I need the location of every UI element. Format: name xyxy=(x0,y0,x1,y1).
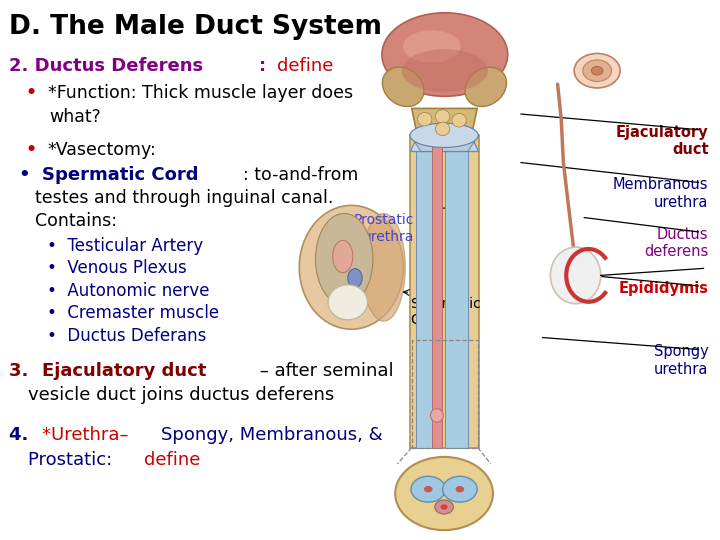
Circle shape xyxy=(435,500,454,514)
Text: define: define xyxy=(276,57,333,75)
Text: : to-and-from: : to-and-from xyxy=(243,166,359,184)
Ellipse shape xyxy=(348,269,362,287)
Text: Membranous
urethra: Membranous urethra xyxy=(613,177,708,210)
Text: Spongy
urethra: Spongy urethra xyxy=(654,345,708,377)
Text: Epididymis: Epididymis xyxy=(618,281,708,296)
Polygon shape xyxy=(410,137,479,152)
Text: – after seminal: – after seminal xyxy=(254,362,394,380)
Ellipse shape xyxy=(431,409,444,422)
Text: •  Autonomic nerve: • Autonomic nerve xyxy=(48,282,210,300)
Circle shape xyxy=(582,60,611,82)
Text: •  Ductus Deferans: • Ductus Deferans xyxy=(48,327,207,345)
Text: testes and through inguinal canal.: testes and through inguinal canal. xyxy=(35,189,333,207)
Ellipse shape xyxy=(382,67,424,106)
Polygon shape xyxy=(410,136,479,152)
Text: Contains:: Contains: xyxy=(35,212,117,231)
Text: Ejaculatory
duct: Ejaculatory duct xyxy=(616,125,708,157)
Text: D. The Male Duct System: D. The Male Duct System xyxy=(9,14,382,40)
Text: *Vasectomy:: *Vasectomy: xyxy=(48,141,157,159)
Text: •  Cremaster muscle: • Cremaster muscle xyxy=(48,305,220,322)
Text: what?: what? xyxy=(50,109,102,126)
Ellipse shape xyxy=(436,110,450,123)
Circle shape xyxy=(395,457,493,530)
Ellipse shape xyxy=(382,13,508,96)
Text: :: : xyxy=(259,57,273,75)
Text: Prostatic:: Prostatic: xyxy=(28,451,118,469)
Ellipse shape xyxy=(418,112,432,126)
Text: Ejaculatory duct: Ejaculatory duct xyxy=(42,362,207,380)
Text: *Urethra–: *Urethra– xyxy=(42,426,135,444)
Polygon shape xyxy=(412,109,477,137)
Text: •: • xyxy=(26,84,43,102)
Text: *Function: Thick muscle layer does: *Function: Thick muscle layer does xyxy=(48,84,353,102)
Text: 4.: 4. xyxy=(9,426,35,444)
Text: •  Testicular Artery: • Testicular Artery xyxy=(48,237,204,254)
Text: Prostatic
urethra: Prostatic urethra xyxy=(354,213,414,244)
Ellipse shape xyxy=(465,67,506,106)
Text: Spongy, Membranous, &: Spongy, Membranous, & xyxy=(161,426,383,444)
Text: 2. Ductus Deferens: 2. Ductus Deferens xyxy=(9,57,204,75)
Text: Spermatic
Cord: Spermatic Cord xyxy=(410,297,481,327)
Text: Spermatic Cord: Spermatic Cord xyxy=(42,166,198,184)
Text: Ductus
deferens: Ductus deferens xyxy=(644,227,708,259)
Bar xyxy=(416,136,439,448)
Bar xyxy=(410,136,479,448)
Ellipse shape xyxy=(333,240,353,273)
Bar xyxy=(412,340,478,448)
Text: vesicle duct joins ductus deferens: vesicle duct joins ductus deferens xyxy=(28,386,334,404)
Ellipse shape xyxy=(436,122,450,136)
Circle shape xyxy=(443,476,477,502)
Text: define: define xyxy=(144,451,200,469)
Text: •  Venous Plexus: • Venous Plexus xyxy=(48,259,187,277)
Text: •: • xyxy=(26,141,43,159)
Bar xyxy=(445,136,468,448)
Circle shape xyxy=(424,486,433,492)
Bar xyxy=(432,136,442,448)
Ellipse shape xyxy=(300,205,403,329)
Circle shape xyxy=(591,66,603,75)
Circle shape xyxy=(411,476,446,502)
Ellipse shape xyxy=(550,247,600,303)
Circle shape xyxy=(574,53,620,88)
Ellipse shape xyxy=(362,213,405,321)
Circle shape xyxy=(456,486,464,492)
Ellipse shape xyxy=(403,30,461,63)
Circle shape xyxy=(441,504,448,510)
Ellipse shape xyxy=(328,285,367,320)
Ellipse shape xyxy=(402,49,488,92)
Text: •: • xyxy=(19,166,37,184)
Ellipse shape xyxy=(452,113,467,127)
Ellipse shape xyxy=(315,213,373,305)
Text: 3.: 3. xyxy=(9,362,35,380)
Ellipse shape xyxy=(410,123,478,147)
